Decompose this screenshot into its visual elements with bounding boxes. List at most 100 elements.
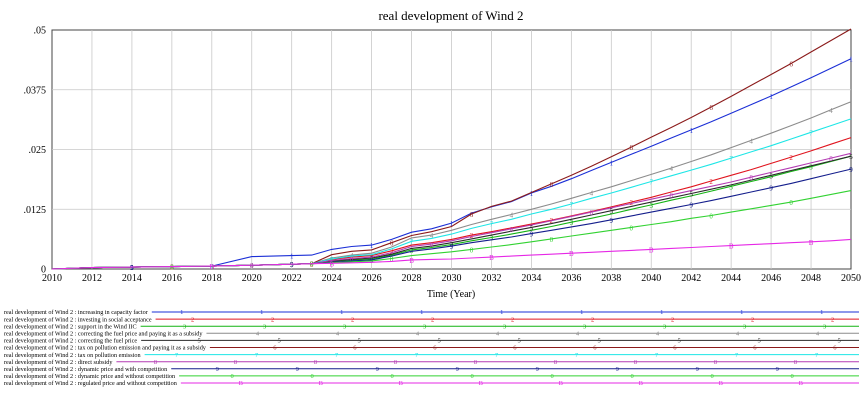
x-tick-label: 2036 [561, 273, 581, 284]
legend-item: real development of Wind 2 : correcting … [4, 338, 859, 345]
legend-item: real development of Wind 2 : tax on poll… [4, 345, 859, 352]
legend-marker: 4 [256, 331, 260, 338]
legend-marker: 8 [474, 359, 477, 366]
series-point-marker: 3 [729, 183, 733, 191]
legend-marker: 8 [154, 359, 157, 366]
series-point-marker: 6 [630, 144, 634, 152]
series-point-marker: 1 [849, 56, 853, 64]
legend-marker: 5 [518, 338, 521, 345]
legend-marker: B [319, 380, 324, 387]
x-tick-label: 2022 [282, 273, 302, 284]
legend-marker: 2 [671, 316, 674, 323]
legend-marker: 7 [335, 352, 339, 359]
series-point-marker: 4 [749, 137, 753, 145]
series-point-marker: 4 [430, 232, 434, 240]
y-tick-label: .05 [34, 26, 47, 37]
series-point-marker: 6 [310, 261, 314, 269]
series-point-marker: 1 [689, 127, 693, 135]
series-point-marker: 5 [849, 153, 853, 161]
legend-marker: 1 [500, 309, 503, 316]
x-tick-label: 2032 [481, 273, 501, 284]
legend-marker: 5 [358, 338, 361, 345]
legend-marker: 6 [833, 345, 837, 352]
legend-marker: 4 [576, 331, 580, 338]
legend-marker: 0 [391, 373, 394, 380]
legend-marker: 1 [660, 309, 663, 316]
legend-marker: 3 [263, 323, 266, 330]
y-tick-label: .025 [29, 145, 47, 156]
series-point-marker: 2 [170, 264, 174, 272]
series-point-marker: 0 [789, 199, 793, 207]
series-line-group: B B B B B B B B [51, 239, 852, 271]
x-tick-label: 2030 [442, 273, 462, 284]
series-point-marker: 1 [370, 242, 374, 250]
series-point-marker: 9 [290, 261, 294, 269]
legend-marker: 0 [231, 373, 234, 380]
series-point-marker: 2 [789, 154, 793, 162]
x-tick-label: 2048 [801, 273, 821, 284]
legend-marker: 2 [191, 316, 194, 323]
legend-marker: 2 [511, 316, 514, 323]
legend-marker: 8 [714, 359, 717, 366]
series-point-marker: 5 [370, 255, 374, 263]
series-point-marker: 2 [550, 217, 554, 225]
series-point-marker: B [329, 260, 334, 268]
legend-marker: 9 [616, 366, 619, 373]
series-point-marker: 9 [130, 264, 134, 272]
legend-item: real development of Wind 2 : correcting … [4, 331, 859, 338]
legend-marker: 0 [711, 373, 714, 380]
series-point-marker: 3 [650, 202, 654, 210]
legend-marker: 3 [423, 323, 426, 330]
legend-marker: 4 [496, 331, 500, 338]
series-point-marker: 5 [130, 264, 134, 272]
series-point-marker: 5 [450, 240, 454, 248]
series-point-marker: 3 [570, 219, 574, 227]
legend-marker: 4 [736, 331, 740, 338]
series-point-marker: 6 [789, 60, 793, 68]
series-point-marker: 2 [709, 178, 713, 186]
legend-marker: 5 [438, 338, 441, 345]
series-point-marker: 1 [610, 159, 614, 167]
legend-label: real development of Wind 2 : dynamic pri… [4, 366, 167, 373]
series-point-marker: 9 [610, 217, 614, 225]
series-point-marker: 8 [669, 192, 673, 200]
x-tick-label: 2050 [841, 273, 861, 284]
x-tick-label: 2044 [721, 273, 741, 284]
legend-marker: 2 [831, 316, 834, 323]
legend-marker: 4 [336, 331, 340, 338]
legend-marker: 0 [791, 373, 794, 380]
legend-marker: 7 [495, 352, 499, 359]
x-axis-label: Time (Year) [427, 289, 475, 300]
legend-marker: 0 [471, 373, 474, 380]
y-tick-labels: 0 .0125 .025 .0375 .05 [24, 26, 47, 276]
x-tick-labels: 2010 2012 2014 2016 2018 2020 2022 2024 2026 2028… [42, 273, 861, 284]
legend-marker: B [559, 380, 564, 387]
legend-marker: 7 [575, 352, 579, 359]
legend-item: real development of Wind 2 : investing i… [4, 316, 859, 323]
legend-marker: 1 [340, 309, 343, 316]
series-point-marker: 8 [510, 226, 514, 234]
legend-marker: 3 [663, 323, 666, 330]
legend-marker: 7 [815, 352, 819, 359]
legend-marker: 3 [343, 323, 346, 330]
series-point-marker: B [409, 257, 414, 265]
series-point-marker: 4 [250, 262, 254, 270]
legend-marker: 9 [776, 366, 779, 373]
series-point-marker: 1 [290, 253, 294, 261]
series-point-marker: 1 [130, 264, 134, 272]
legend-marker: 8 [634, 359, 637, 366]
legend-label: real development of Wind 2 : correcting … [4, 338, 137, 345]
legend-marker: 8 [554, 359, 557, 366]
legend-label: real development of Wind 2 : tax on poll… [4, 345, 207, 352]
legend-marker: 5 [278, 338, 281, 345]
legend-marker: 2 [351, 316, 354, 323]
legend-marker: 7 [415, 352, 419, 359]
series-point-marker: 4 [590, 190, 594, 198]
series-point-marker: B [729, 243, 734, 251]
legend-marker: 6 [673, 345, 677, 352]
series-point-marker: 7 [650, 179, 654, 187]
series-point-marker: 9 [769, 185, 773, 193]
legend-marker: 1 [180, 309, 183, 316]
series-point-marker: 6 [470, 211, 474, 219]
series-point-marker: B [569, 250, 574, 258]
